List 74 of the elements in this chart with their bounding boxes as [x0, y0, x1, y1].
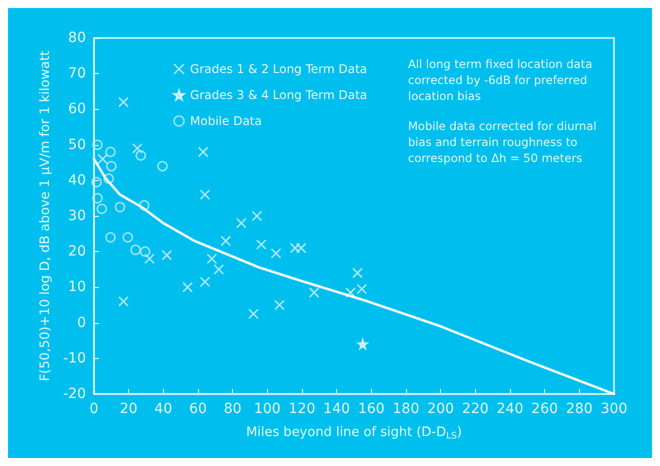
x-tick-label: 80 — [224, 401, 242, 417]
x-tick-label: 240 — [496, 401, 524, 417]
point — [198, 146, 208, 158]
point — [200, 276, 210, 288]
point — [91, 176, 102, 188]
point — [157, 160, 168, 172]
x-tick-label: 60 — [189, 401, 207, 417]
legend-label: Grades 1 & 2 Long Term Data — [190, 62, 368, 76]
y-tick-label: -10 — [63, 350, 86, 366]
y-tick-label: 40 — [68, 172, 86, 188]
point — [220, 236, 231, 246]
x-tick-label: 160 — [358, 401, 385, 417]
point — [103, 173, 114, 184]
x-tick-label: 280 — [566, 401, 593, 417]
point — [130, 244, 141, 256]
x-tick-label: 260 — [531, 401, 558, 417]
point — [92, 192, 103, 204]
y-tick-label: 80 — [68, 30, 86, 46]
point — [252, 210, 262, 222]
point — [105, 146, 116, 158]
point — [357, 338, 368, 350]
point — [290, 242, 300, 254]
point — [162, 250, 172, 260]
point — [214, 264, 224, 275]
point — [132, 143, 143, 154]
point — [105, 232, 116, 243]
y-axis-title: F(50,50)+10 log D, dB above 1 μV/m for 1 kilowatt — [38, 50, 54, 382]
x-tick-label: 100 — [254, 401, 281, 417]
x-tick-label: 220 — [462, 401, 489, 417]
point — [144, 253, 155, 264]
y-tick-label: 60 — [68, 101, 86, 118]
point — [256, 239, 267, 250]
point — [206, 253, 218, 264]
y-tick-label: 0 — [77, 314, 86, 331]
x-tick-label: 0 — [90, 401, 98, 417]
point — [248, 308, 259, 320]
legend-label: Mobile Data — [190, 114, 262, 128]
point — [274, 300, 285, 310]
point — [236, 218, 247, 228]
point — [92, 140, 103, 150]
point — [182, 282, 193, 292]
y-tick-label: 50 — [68, 136, 86, 153]
point — [200, 189, 210, 200]
y-tick-label: 10 — [68, 279, 86, 296]
point — [352, 268, 363, 278]
point — [97, 154, 108, 164]
point — [136, 150, 146, 161]
point — [140, 246, 150, 257]
x-tick-label: 120 — [288, 401, 316, 417]
point — [356, 284, 368, 294]
y-tick-label: 30 — [68, 208, 86, 224]
y-tick-label: 70 — [68, 66, 86, 82]
point — [96, 204, 108, 214]
y-tick-label: 20 — [68, 244, 86, 260]
point — [118, 296, 129, 307]
point — [118, 96, 129, 108]
legend-label: Grades 3 & 4 Long Term Data — [190, 88, 368, 102]
x-tick-label: 300 — [600, 401, 628, 417]
point — [106, 160, 117, 172]
x-tick-label: 140 — [323, 401, 350, 417]
point — [270, 248, 282, 259]
annotation: Mobile data corrected for diurnal bias and terrain roughness to correspond to Δh = 50 meters — [408, 119, 600, 165]
x-tick-label: 40 — [154, 401, 172, 417]
annotation: All long term fixed location data corrected by -6dB for preferred location bias — [408, 57, 596, 103]
x-tick-label: 200 — [427, 401, 454, 417]
point — [139, 200, 150, 211]
point — [296, 242, 306, 254]
point — [122, 232, 134, 243]
y-tick-label: -20 — [63, 386, 86, 402]
point — [114, 202, 126, 212]
x-tick-label: 20 — [120, 401, 138, 417]
point — [308, 287, 320, 298]
point — [345, 287, 356, 298]
x-tick-label: 180 — [392, 401, 420, 417]
